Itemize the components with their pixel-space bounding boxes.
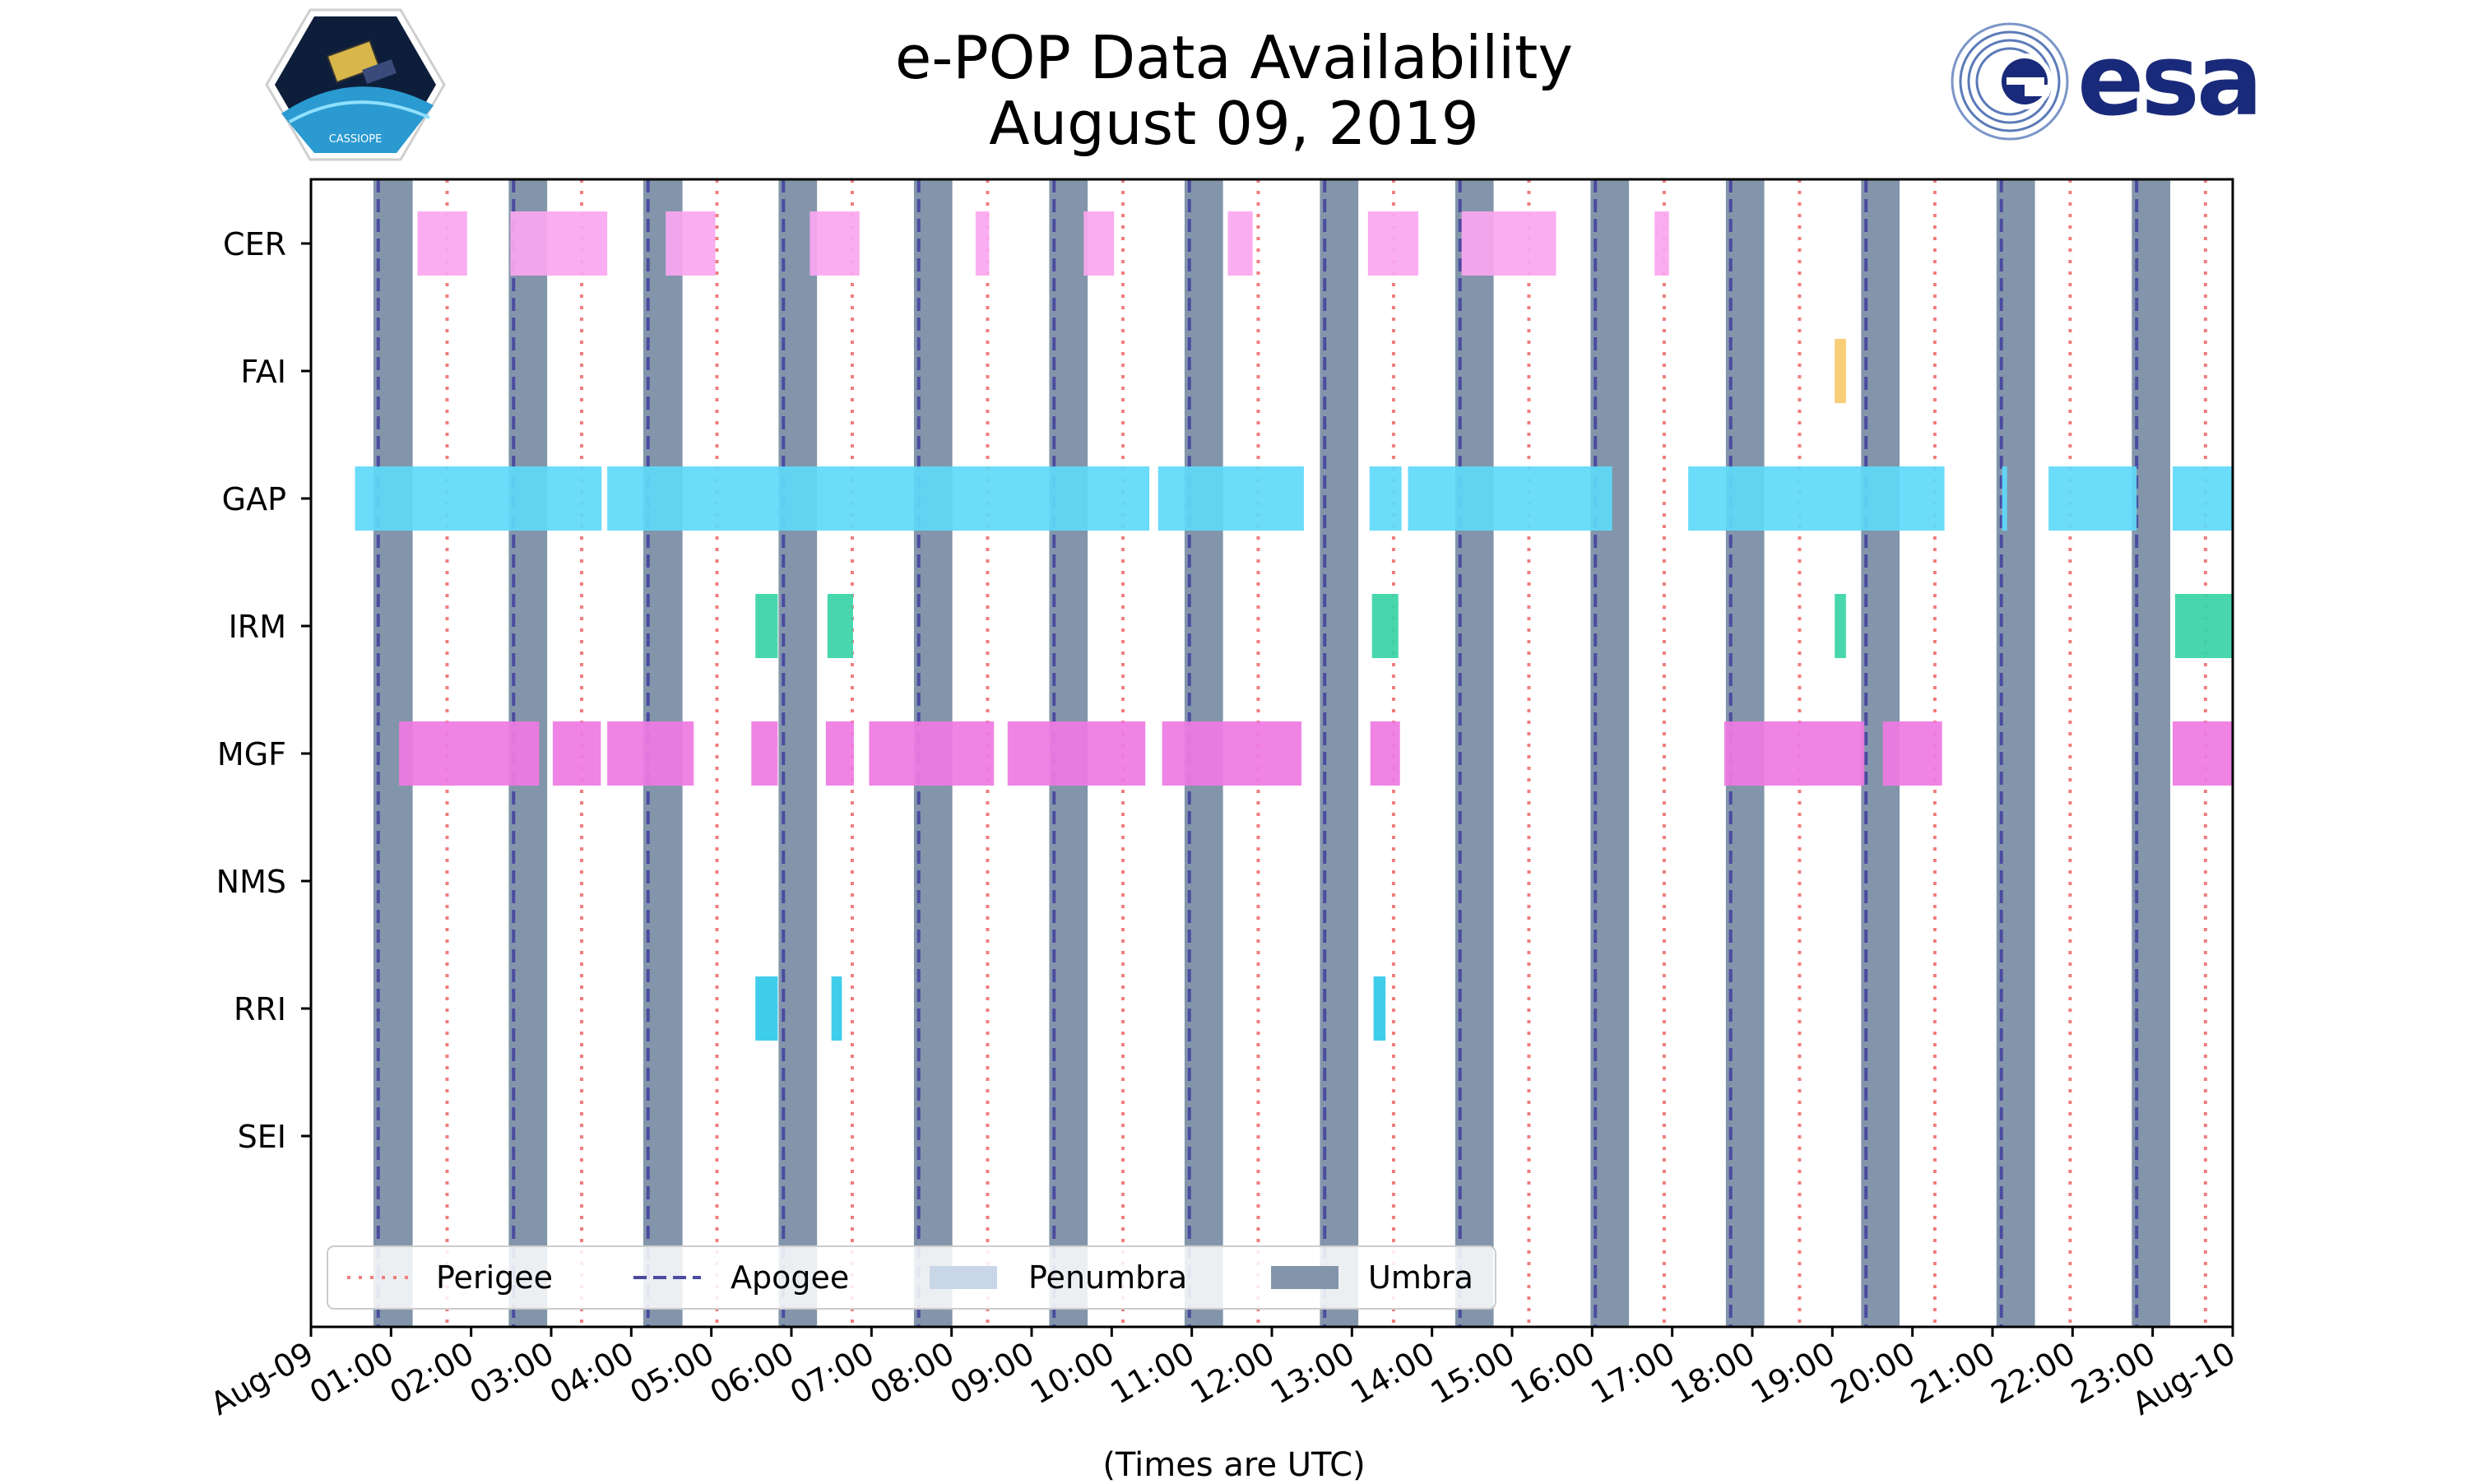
legend-umbra-swatch bbox=[1271, 1266, 1338, 1289]
data-bar-rri bbox=[755, 976, 778, 1041]
data-bar-mgf bbox=[2173, 721, 2233, 786]
data-bar-gap bbox=[1408, 466, 1612, 531]
legend: Perigee Apogee Penumbra Umbra bbox=[327, 1245, 1496, 1310]
data-bar-gap bbox=[355, 466, 602, 531]
x-tick-label: 21:00 bbox=[1905, 1335, 2002, 1412]
y-tick-label: FAI bbox=[240, 354, 286, 390]
esa-text: esa bbox=[2077, 24, 2263, 138]
data-bar-cer bbox=[1654, 211, 1669, 276]
x-tick-label: 05:00 bbox=[624, 1335, 720, 1412]
data-bar-fai bbox=[1835, 339, 1846, 403]
data-bar-cer bbox=[510, 211, 608, 276]
data-bar-gap bbox=[2173, 466, 2233, 531]
x-tick-label: 20:00 bbox=[1825, 1335, 1921, 1412]
x-tick-label: 10:00 bbox=[1024, 1335, 1120, 1412]
legend-label: Perigee bbox=[436, 1259, 553, 1296]
data-bar-gap bbox=[607, 466, 1150, 531]
data-bar-mgf bbox=[1162, 721, 1302, 786]
legend-label: Umbra bbox=[1368, 1259, 1473, 1296]
data-bar-gap bbox=[1157, 466, 1304, 531]
data-bar-irm bbox=[1835, 594, 1846, 658]
y-tick-label: NMS bbox=[216, 864, 286, 900]
x-tick-label: 11:00 bbox=[1104, 1335, 1200, 1412]
y-tick-label: IRM bbox=[229, 609, 286, 645]
x-tick-label: 02:00 bbox=[383, 1335, 480, 1412]
data-bar-mgf bbox=[1370, 721, 1400, 786]
cassiope-text: CASSIOPE bbox=[329, 133, 383, 146]
data-bar-irm bbox=[1371, 594, 1399, 658]
data-bar-irm bbox=[827, 594, 853, 658]
data-bar-cer bbox=[1227, 211, 1253, 276]
y-tick-label: GAP bbox=[222, 481, 286, 517]
y-tick-label: MGF bbox=[217, 736, 286, 772]
x-tick-label: 07:00 bbox=[784, 1335, 880, 1412]
x-tick-label: 09:00 bbox=[944, 1335, 1041, 1412]
y-axis: CER FAI GAP IRM MGF NMS RRI SEI bbox=[216, 226, 311, 1155]
data-bar-mgf bbox=[1723, 721, 1865, 786]
data-bar-gap bbox=[1688, 466, 1945, 531]
x-tick-label: 14:00 bbox=[1344, 1335, 1440, 1412]
legend-box bbox=[327, 1245, 1496, 1310]
x-tick-label: 08:00 bbox=[864, 1335, 960, 1412]
y-tick-label: CER bbox=[223, 226, 286, 262]
data-bar-cer bbox=[810, 211, 860, 276]
x-tick-label: Aug-09 bbox=[204, 1335, 319, 1422]
data-bar-gap bbox=[2048, 466, 2137, 531]
x-tick-label: 19:00 bbox=[1745, 1335, 1841, 1412]
x-tick-label: 01:00 bbox=[304, 1335, 400, 1412]
x-tick-label: 22:00 bbox=[1985, 1335, 2081, 1412]
y-tick-label: RRI bbox=[234, 991, 286, 1027]
esa-logo: esa bbox=[1946, 20, 2299, 143]
data-bar-cer bbox=[1461, 211, 1556, 276]
data-bars bbox=[355, 211, 2233, 1041]
data-bar-cer bbox=[1367, 211, 1419, 276]
cassiope-logo: CASSIOPE bbox=[265, 7, 446, 163]
y-tick-label: SEI bbox=[238, 1119, 286, 1155]
x-axis-label: (Times are UTC) bbox=[1102, 1446, 1366, 1484]
chart-subtitle: August 09, 2019 bbox=[989, 89, 1479, 158]
x-axis: Aug-0901:0002:0003:0004:0005:0006:0007:0… bbox=[204, 1327, 2242, 1422]
legend-label: Penumbra bbox=[1028, 1259, 1187, 1296]
data-bar-mgf bbox=[552, 721, 601, 786]
x-tick-label: 03:00 bbox=[464, 1335, 560, 1412]
data-bar-cer bbox=[1083, 211, 1115, 276]
data-bar-cer bbox=[666, 211, 716, 276]
data-bar-irm bbox=[2174, 594, 2233, 658]
data-bar-mgf bbox=[399, 721, 540, 786]
data-bar-mgf bbox=[869, 721, 995, 786]
data-bar-gap bbox=[2002, 466, 2007, 531]
data-bar-mgf bbox=[1007, 721, 1146, 786]
data-bar-mgf bbox=[825, 721, 854, 786]
x-tick-label: 18:00 bbox=[1665, 1335, 1761, 1412]
data-bar-mgf bbox=[751, 721, 778, 786]
x-tick-label: 04:00 bbox=[544, 1335, 640, 1412]
data-bar-irm bbox=[755, 594, 778, 658]
data-bar-cer bbox=[975, 211, 990, 276]
data-bar-mgf bbox=[607, 721, 694, 786]
legend-penumbra-swatch bbox=[930, 1266, 997, 1289]
x-tick-label: 12:00 bbox=[1185, 1335, 1281, 1412]
chart-title: e-POP Data Availability bbox=[895, 23, 1573, 92]
x-tick-label: 16:00 bbox=[1505, 1335, 1601, 1412]
legend-label: Apogee bbox=[731, 1259, 849, 1296]
x-tick-label: 15:00 bbox=[1425, 1335, 1521, 1412]
x-tick-label: 17:00 bbox=[1584, 1335, 1681, 1412]
data-bar-cer bbox=[417, 211, 467, 276]
x-tick-label: 06:00 bbox=[704, 1335, 800, 1412]
x-tick-label: 13:00 bbox=[1264, 1335, 1361, 1412]
data-bar-gap bbox=[1369, 466, 1402, 531]
data-bar-mgf bbox=[1882, 721, 1942, 786]
data-bar-rri bbox=[831, 976, 842, 1041]
data-bar-rri bbox=[1373, 976, 1386, 1041]
